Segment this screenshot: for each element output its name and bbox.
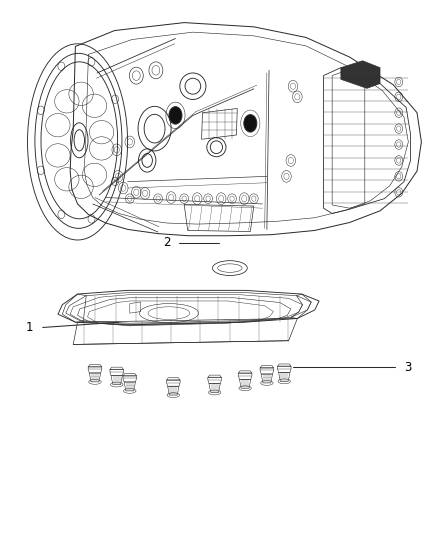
Ellipse shape [169, 107, 182, 124]
Text: 2: 2 [163, 236, 170, 249]
Text: 3: 3 [405, 361, 412, 374]
Polygon shape [341, 61, 380, 88]
Ellipse shape [244, 115, 257, 132]
Text: 1: 1 [26, 321, 33, 334]
